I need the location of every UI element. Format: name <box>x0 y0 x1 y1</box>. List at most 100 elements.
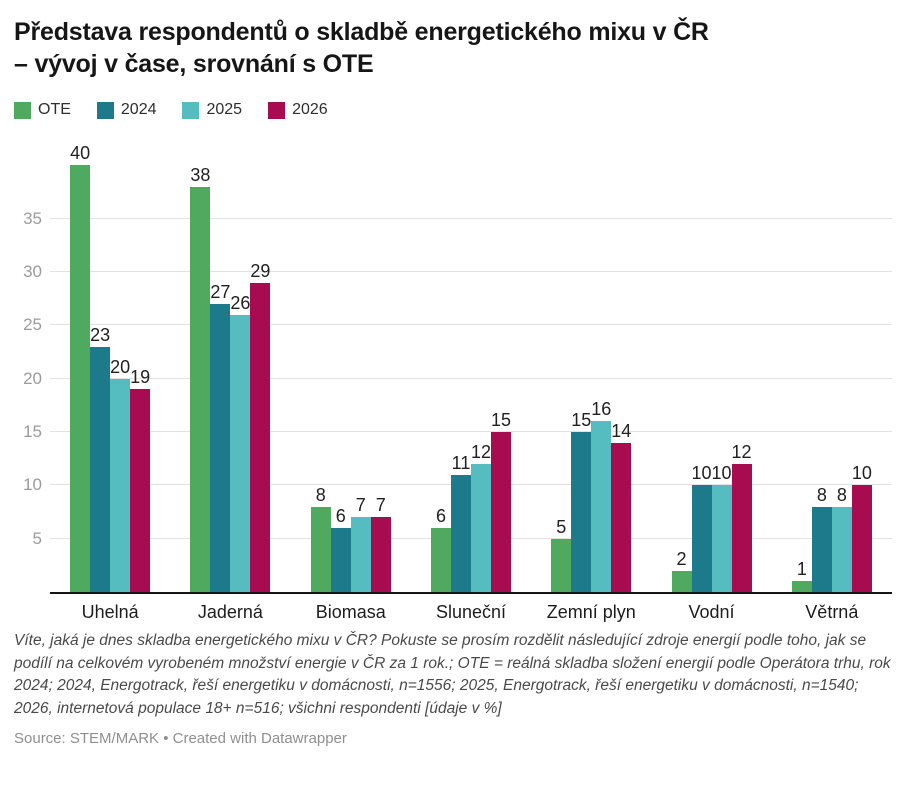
gridline-30 <box>50 271 892 273</box>
bar-value-label: 27 <box>210 282 231 303</box>
bar-value-label: 2 <box>676 548 687 569</box>
legend-swatch-2024 <box>96 101 114 119</box>
legend-label: 2024 <box>120 101 157 118</box>
bar-2025-biomasa[interactable]: 7 <box>350 496 371 592</box>
gridline-20 <box>50 377 892 379</box>
category-label-sluneční: Sluneční <box>435 602 507 622</box>
category-label-biomasa: Biomasa <box>315 602 386 622</box>
bar-2025-vodní[interactable]: 10 <box>712 464 732 592</box>
bar-2026-uhelná[interactable]: 19 <box>130 368 150 592</box>
y-tick-label-20: 20 <box>23 368 42 388</box>
page-title-line-1: Představa respondentů o skladbě energeti… <box>14 18 709 46</box>
legend-swatch-2025 <box>182 101 200 119</box>
bar-2026-jaderná[interactable]: 29 <box>250 262 270 592</box>
bar-value-label: 20 <box>110 356 131 377</box>
legend-swatch-2026 <box>268 101 286 119</box>
page: Představa respondentů o skladbě energeti… <box>14 16 892 747</box>
category-label-vodní: Vodní <box>688 602 735 622</box>
source-attribution: Source: STEM/MARK • Created with Datawra… <box>14 730 347 747</box>
bar-2026-vodní[interactable]: 12 <box>732 443 752 592</box>
bar-value-label: 14 <box>611 420 632 441</box>
bar-value-label: 15 <box>571 410 592 431</box>
bar-2024-biomasa[interactable]: 6 <box>330 507 351 592</box>
bar-2025-větrná[interactable]: 8 <box>831 486 852 592</box>
bar-value-label: 12 <box>470 442 491 463</box>
bar-2025-jaderná[interactable]: 26 <box>230 294 250 592</box>
bar-value-label: 6 <box>435 506 446 527</box>
bar-value-label: 11 <box>451 452 471 473</box>
y-tick-label-25: 25 <box>23 315 42 335</box>
bar-group-jaderná: 38 27 26 29 Jaderná <box>170 145 290 622</box>
y-tick-label-15: 15 <box>23 422 42 442</box>
bar-ote-zemní-plyn[interactable]: 5 <box>551 518 572 592</box>
bar-value-label: 19 <box>130 367 151 388</box>
bar-2026-sluneční[interactable]: 15 <box>491 411 511 592</box>
bar-group-větrná: 1 8 8 10 Větrná <box>772 145 892 622</box>
bar-value-label: 8 <box>816 484 827 505</box>
category-label-jaderná: Jaderná <box>197 602 263 622</box>
bar-value-label: 10 <box>711 463 732 484</box>
bar-value-label: 8 <box>836 484 847 505</box>
bar-value-label: 6 <box>335 506 346 527</box>
bar-2024-jaderná[interactable]: 27 <box>210 283 230 592</box>
bar-value-label: 12 <box>731 442 752 463</box>
bar-value-label: 38 <box>190 164 211 185</box>
bar-groups: 40 23 20 19 Uhelná 38 27 26 29 Jaderná 8 6 7 7 Biomasa… <box>50 144 892 622</box>
gridline-15 <box>50 431 892 433</box>
legend-item-ote: OTE <box>14 101 71 119</box>
bar-value-label: 16 <box>591 399 612 420</box>
bar-2025-uhelná[interactable]: 20 <box>110 358 130 592</box>
chart-legend: OTE 2024 2025 2026 <box>14 101 892 119</box>
y-tick-label-10: 10 <box>23 475 42 495</box>
page-title: Představa respondentů o skladbě energeti… <box>14 16 892 80</box>
bar-ote-biomasa[interactable]: 8 <box>310 486 331 592</box>
bar-2026-biomasa[interactable]: 7 <box>370 496 391 592</box>
bar-value-label: 10 <box>691 463 712 484</box>
y-tick-label-35: 35 <box>23 208 42 228</box>
legend-item-2024: 2024 <box>96 101 157 119</box>
chart-description: Víte, jaká je dnes skladba energetického… <box>14 632 891 717</box>
bar-ote-větrná[interactable]: 1 <box>791 560 812 592</box>
gridline-25 <box>50 324 892 326</box>
bar-group-uhelná: 40 23 20 19 Uhelná <box>50 144 170 622</box>
legend-item-2025: 2025 <box>182 101 242 119</box>
bar-2024-uhelná[interactable]: 23 <box>90 326 110 592</box>
bar-2026-větrná[interactable]: 10 <box>852 464 872 592</box>
y-tick-label-30: 30 <box>23 262 42 282</box>
bar-ote-jaderná[interactable]: 38 <box>190 166 210 592</box>
bar-value-label: 23 <box>90 324 111 345</box>
bar-group-sluneční: 6 11 12 15 Sluneční <box>411 145 531 622</box>
bar-ote-uhelná[interactable]: 40 <box>70 144 90 592</box>
bar-group-zemní-plyn: 5 15 16 14 Zemní plyn <box>531 145 651 622</box>
legend-label: 2025 <box>206 101 243 118</box>
bar-2025-zemní-plyn[interactable]: 16 <box>591 400 611 592</box>
bar-value-label: 8 <box>315 484 326 505</box>
category-label-uhelná: Uhelná <box>81 602 139 622</box>
bar-chart: 5 10 15 20 25 30 35 40 23 20 19 Uhelná 38 27 26 29 Jader… <box>14 144 892 622</box>
bar-2024-zemní-plyn[interactable]: 15 <box>571 411 591 592</box>
legend-label: 2026 <box>292 101 328 118</box>
legend-label: OTE <box>38 101 71 118</box>
gridline-35 <box>50 217 892 219</box>
bar-value-label: 26 <box>230 292 251 313</box>
bar-2025-sluneční[interactable]: 12 <box>471 443 491 592</box>
bar-value-label: 29 <box>250 260 271 281</box>
legend-swatch-ote <box>14 101 31 119</box>
category-label-větrná: Větrná <box>805 602 859 622</box>
bar-2024-větrná[interactable]: 8 <box>811 486 832 592</box>
bar-value-label: 1 <box>796 559 807 580</box>
bar-2024-vodní[interactable]: 10 <box>692 464 712 592</box>
y-tick-label-5: 5 <box>32 528 42 548</box>
bar-group-vodní: 2 10 10 12 Vodní <box>651 145 771 622</box>
legend-item-2026: 2026 <box>268 101 328 119</box>
category-label-zemní-plyn: Zemní plyn <box>546 602 636 622</box>
bar-ote-sluneční[interactable]: 6 <box>430 507 451 592</box>
bar-value-label: 40 <box>70 143 91 164</box>
bar-value-label: 5 <box>556 516 567 537</box>
bar-ote-vodní[interactable]: 2 <box>671 550 692 592</box>
page-title-line-2: – vývoj v čase, srovnání s OTE <box>14 50 374 78</box>
plot-area: 5 10 15 20 25 30 35 40 23 20 19 Uhelná 38 27 26 29 Jader… <box>23 144 892 622</box>
bar-value-label: 15 <box>490 410 511 431</box>
bar-2026-zemní-plyn[interactable]: 14 <box>611 422 631 592</box>
bar-2024-sluneční[interactable]: 11 <box>450 454 471 592</box>
